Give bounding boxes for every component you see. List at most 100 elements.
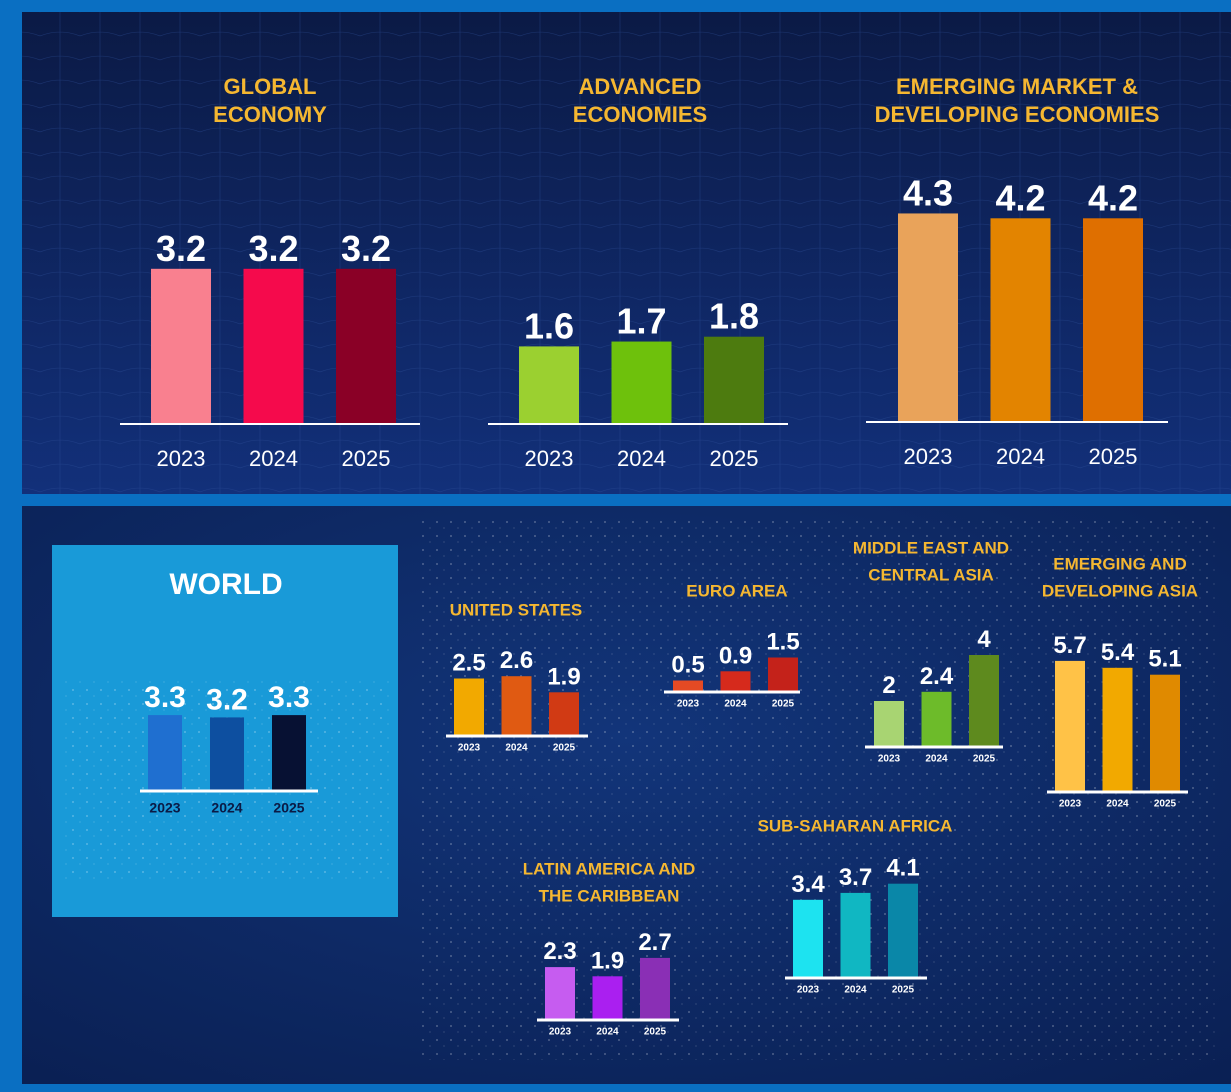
value-label: 3.2	[341, 228, 391, 269]
bar	[1083, 218, 1143, 422]
value-label: 2.5	[452, 650, 485, 677]
bar	[243, 268, 304, 424]
bar	[151, 268, 211, 424]
bar	[793, 899, 823, 978]
x-tick-label: 2025	[973, 754, 996, 765]
value-label: 4.1	[886, 855, 919, 882]
x-tick-label: 2024	[596, 1027, 619, 1038]
bar	[611, 341, 672, 424]
bar	[501, 676, 532, 736]
x-tick-label: 2024	[211, 800, 242, 816]
x-tick-label: 2025	[342, 446, 391, 471]
chart-title: DEVELOPING ECONOMIES	[875, 102, 1160, 127]
chart-title: EURO AREA	[686, 581, 787, 600]
bar	[1055, 660, 1085, 792]
bar	[673, 680, 703, 692]
x-tick-label: 2023	[458, 743, 481, 754]
x-tick-label: 2023	[157, 446, 206, 471]
x-tick-label: 2025	[892, 985, 915, 996]
bar	[336, 268, 396, 424]
x-tick-label: 2024	[249, 446, 298, 471]
value-label: 3.3	[268, 681, 310, 714]
bar	[898, 213, 958, 422]
bar	[720, 671, 751, 692]
x-tick-label: 2025	[1089, 444, 1138, 469]
value-label: 3.7	[839, 864, 872, 891]
bar	[921, 691, 952, 747]
x-tick-label: 2024	[724, 699, 747, 710]
chart-title: ADVANCED	[578, 74, 701, 99]
chart-title: EMERGING MARKET &	[896, 74, 1138, 99]
x-tick-label: 2024	[617, 446, 666, 471]
bar	[969, 655, 999, 747]
bar	[888, 883, 918, 978]
value-label: 2.7	[638, 929, 671, 956]
chart-title: UNITED STATES	[450, 600, 583, 619]
bar	[519, 346, 579, 424]
value-label: 5.7	[1053, 632, 1086, 659]
value-label: 1.9	[547, 663, 580, 690]
value-label: 2.4	[920, 663, 954, 690]
bar	[545, 967, 575, 1020]
x-tick-label: 2025	[644, 1027, 667, 1038]
chart-title: MIDDLE EAST AND	[853, 538, 1009, 557]
value-label: 3.2	[206, 683, 248, 716]
value-label: 4.3	[903, 172, 953, 213]
x-tick-label: 2025	[273, 800, 304, 816]
bar	[454, 678, 484, 736]
value-label: 5.1	[1148, 646, 1181, 673]
bar	[549, 692, 579, 736]
x-tick-label: 2023	[904, 444, 953, 469]
x-tick-label: 2025	[772, 699, 795, 710]
chart-title: ECONOMIES	[573, 102, 707, 127]
bar	[148, 715, 182, 791]
x-tick-label: 2024	[844, 985, 867, 996]
x-tick-label: 2024	[1106, 799, 1129, 810]
x-tick-label: 2023	[149, 800, 180, 816]
x-tick-label: 2023	[797, 985, 820, 996]
value-label: 3.4	[791, 871, 825, 898]
x-tick-label: 2023	[677, 699, 700, 710]
x-tick-label: 2024	[505, 743, 528, 754]
bar	[874, 701, 904, 747]
value-label: 1.8	[709, 296, 759, 337]
value-label: 3.2	[248, 228, 298, 269]
x-tick-label: 2024	[925, 754, 948, 765]
bar	[210, 717, 244, 791]
value-label: 3.3	[144, 681, 186, 714]
chart-title: SUB-SAHARAN AFRICA	[758, 816, 953, 835]
bar	[272, 715, 306, 791]
charts: GLOBAL ECONOMY 3.2 2023 3.2 2024 3.2 2025 ADVANC…	[120, 74, 1198, 1038]
value-label: 1.6	[524, 305, 574, 346]
value-label: 2.3	[543, 938, 576, 965]
x-tick-label: 2025	[710, 446, 759, 471]
x-tick-label: 2023	[878, 754, 901, 765]
bar	[990, 218, 1051, 422]
chart-title: DEVELOPING ASIA	[1042, 581, 1198, 600]
bar	[704, 336, 764, 424]
value-label: 4.2	[995, 177, 1045, 218]
x-tick-label: 2025	[553, 743, 576, 754]
x-tick-label: 2025	[1154, 799, 1177, 810]
bar	[840, 892, 871, 978]
value-label: 2.6	[500, 647, 533, 674]
value-label: 4.2	[1088, 177, 1138, 218]
chart-title: CENTRAL ASIA	[868, 565, 994, 584]
value-label: 0.5	[671, 652, 704, 679]
bar	[1150, 674, 1180, 792]
x-tick-label: 2023	[525, 446, 574, 471]
x-tick-label: 2024	[996, 444, 1045, 469]
chart-title: ECONOMY	[213, 102, 327, 127]
chart-title: WORLD	[169, 568, 282, 601]
chart-title: THE CARIBBEAN	[539, 886, 680, 905]
value-label: 1.5	[766, 629, 799, 656]
value-label: 3.2	[156, 228, 206, 269]
bar	[1102, 667, 1133, 792]
chart-title: LATIN AMERICA AND	[523, 859, 696, 878]
value-label: 1.7	[616, 301, 666, 342]
x-tick-label: 2023	[549, 1027, 572, 1038]
value-label: 2	[882, 672, 895, 699]
chart-title: GLOBAL	[224, 74, 317, 99]
chart-title: EMERGING AND	[1053, 554, 1187, 573]
